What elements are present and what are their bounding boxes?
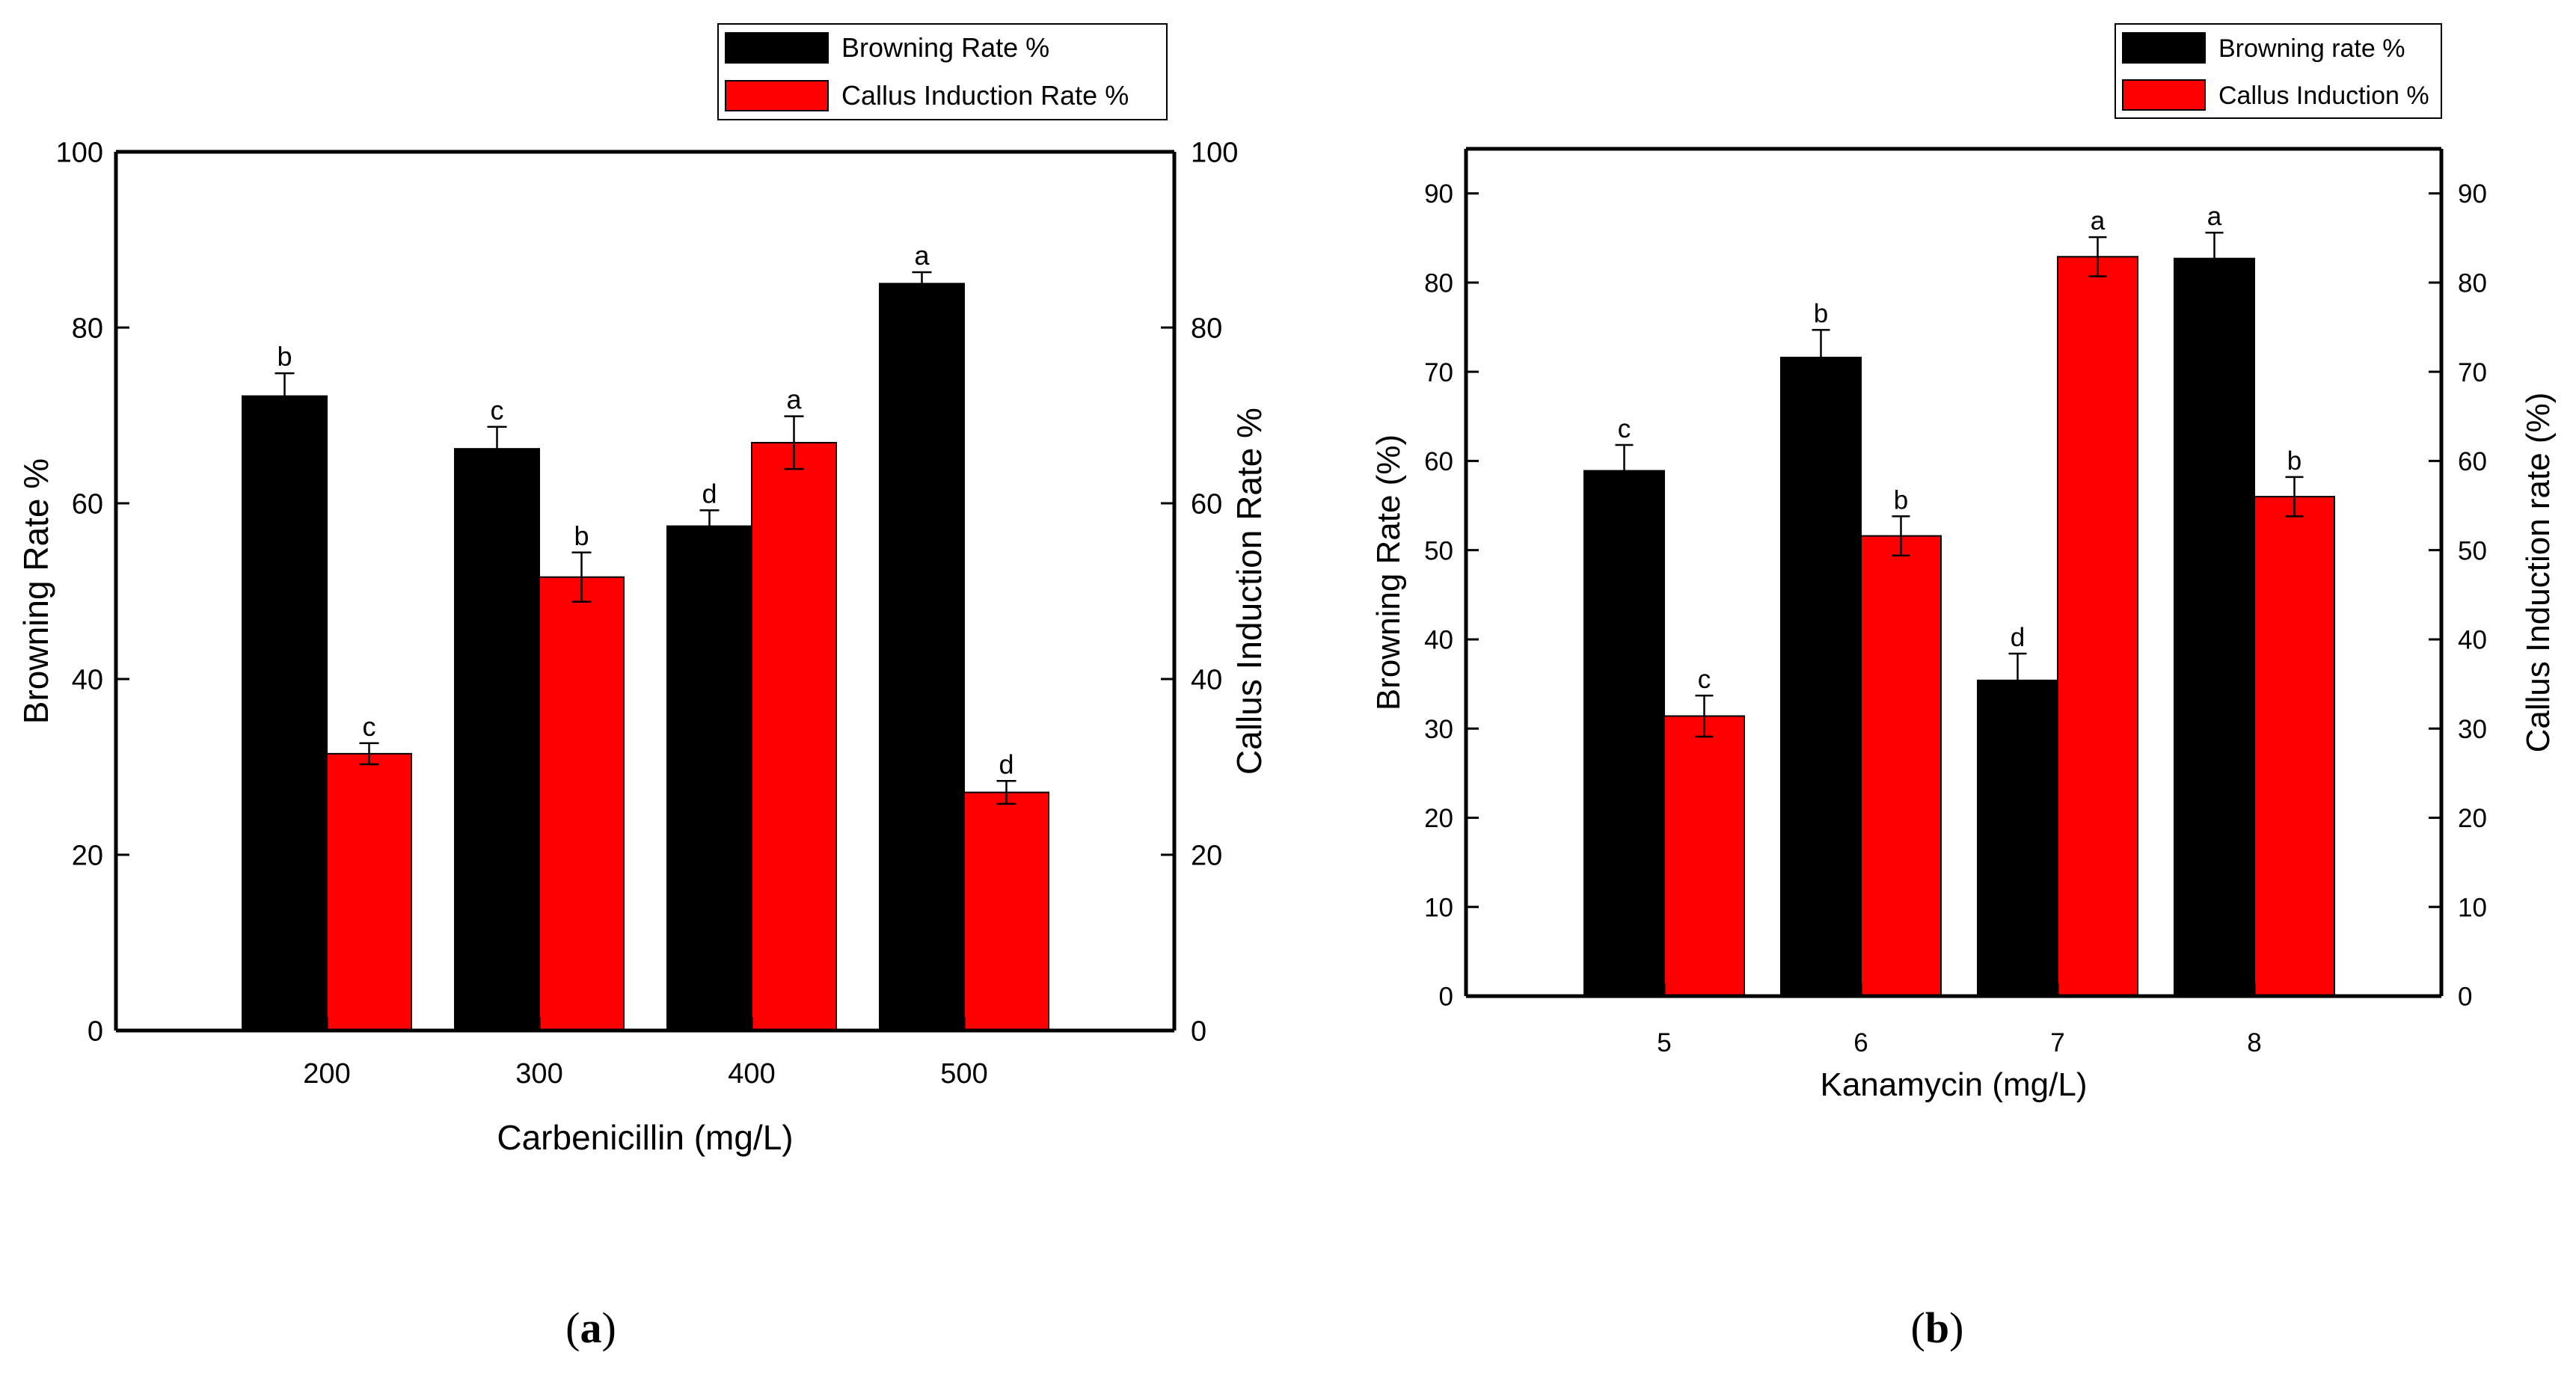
x-tick-label: 8: [2247, 1028, 2261, 1057]
bar-browning-6: [1780, 357, 1862, 997]
significance-letter: b: [1894, 485, 1908, 515]
significance-letter: a: [786, 384, 802, 415]
y2-tick-label: 20: [2458, 804, 2487, 833]
bar-browning-500: [879, 283, 965, 1031]
legend: Browning Rate % Callus Induction Rate %: [717, 23, 1168, 120]
y-tick-label: 90: [1424, 179, 1453, 209]
bar-browning-300: [454, 448, 540, 1031]
y-tick-label: 80: [1424, 268, 1453, 298]
legend-label: Callus Induction Rate %: [841, 80, 1129, 111]
bar-browning-200: [242, 395, 328, 1031]
y-axis-label: Browning Rate %: [16, 458, 55, 724]
bar-callus-5: [1663, 715, 1745, 997]
x-tick-label: 500: [940, 1058, 987, 1090]
x-axis-label: Carbenicillin (mg/L): [497, 1118, 793, 1157]
panel-label-part: ): [1949, 1303, 1963, 1352]
y2-tick-label: 40: [2458, 626, 2487, 655]
panel-label-part: (: [1911, 1303, 1925, 1352]
y2-tick-label: 60: [1191, 489, 1222, 520]
chart-panel-a: b c d a c b a d 0 20 40 60 80 100 0 20 40 60 80 100 200 300 40…: [16, 23, 1269, 1352]
legend: Browning rate % Callus Induction %: [2115, 23, 2442, 119]
x-axis-label: Kanamycin (mg/L): [1820, 1066, 2087, 1103]
chart-panel-b: c b d a c b a b 0 10 20 30 40 50 60 70 80 90 0 10 20 30 40 50 60…: [1370, 23, 2557, 1352]
x-tick-label: 6: [1853, 1028, 1868, 1057]
significance-letter: b: [1814, 299, 1828, 328]
y2-tick-label: 100: [1191, 138, 1238, 169]
y-tick-label: 0: [1439, 983, 1453, 1012]
significance-letter: c: [1618, 414, 1631, 443]
y-axis-label: Browning Rate (%): [1370, 434, 1407, 710]
y-tick-label: 0: [88, 1016, 103, 1048]
significance-letter: b: [277, 341, 292, 372]
significance-letter: d: [702, 478, 717, 509]
panel-label-part: a: [580, 1303, 602, 1352]
significance-letter: c: [363, 711, 376, 742]
bar-browning-400: [666, 525, 752, 1031]
y2-tick-label: 80: [2458, 268, 2487, 298]
panel-label-part: b: [1925, 1303, 1949, 1352]
y-tick-label: 60: [1424, 447, 1453, 476]
significance-letter: b: [2287, 446, 2301, 476]
significance-letter: d: [999, 749, 1013, 779]
bar-callus-8: [2254, 496, 2335, 997]
x-tick-label: 7: [2050, 1028, 2064, 1057]
significance-letter: a: [2091, 206, 2106, 236]
significance-letter: a: [914, 240, 930, 271]
y2-tick-label: 90: [2458, 179, 2487, 209]
y2-axis-label: Callus Induction Rate %: [1230, 408, 1269, 775]
y-tick-label: 60: [72, 489, 103, 520]
panel-label-part: ): [602, 1303, 616, 1352]
y2-tick-label: 80: [1191, 313, 1222, 345]
bar-callus-6: [1860, 535, 1942, 997]
y-tick-label: 20: [1424, 804, 1453, 833]
legend-swatch: [725, 80, 829, 111]
y2-tick-label: 30: [2458, 715, 2487, 744]
legend-label: Browning rate %: [2218, 34, 2405, 63]
bar-browning-8: [2174, 257, 2255, 998]
y2-tick-label: 70: [2458, 358, 2487, 387]
bar-callus-7: [2057, 256, 2138, 997]
significance-letter: a: [2207, 202, 2222, 231]
y2-tick-label: 60: [2458, 447, 2487, 476]
panel-label: (b): [1911, 1303, 1964, 1352]
bar-callus-200: [326, 752, 412, 1031]
x-tick-label: 200: [303, 1058, 350, 1090]
bar-browning-5: [1583, 470, 1665, 997]
bar-browning-7: [1977, 679, 2058, 997]
legend-swatch: [2122, 79, 2206, 111]
significance-letter: d: [2011, 623, 2025, 652]
y-tick-label: 30: [1424, 715, 1453, 744]
significance-letter: c: [1698, 665, 1711, 694]
legend-swatch: [2122, 32, 2206, 64]
bar-callus-300: [539, 576, 625, 1031]
legend-label: Browning Rate %: [841, 32, 1049, 63]
legend-swatch: [725, 32, 829, 64]
x-tick-label: 5: [1657, 1028, 1671, 1057]
y2-tick-label: 0: [2458, 983, 2472, 1012]
y-tick-label: 40: [1424, 626, 1453, 655]
y-tick-label: 10: [1424, 893, 1453, 922]
y2-tick-label: 10: [2458, 893, 2487, 922]
y-tick-label: 80: [72, 313, 103, 345]
y2-tick-label: 0: [1191, 1016, 1206, 1048]
panel-label: (a): [565, 1303, 616, 1352]
x-tick-label: 300: [515, 1058, 562, 1090]
x-tick-label: 400: [728, 1058, 775, 1090]
panel-label-part: (: [565, 1303, 580, 1352]
y2-tick-label: 20: [1191, 841, 1222, 872]
significance-letter: b: [574, 520, 589, 551]
y-tick-label: 20: [72, 841, 103, 872]
y-tick-label: 50: [1424, 536, 1453, 565]
legend-label: Callus Induction %: [2218, 82, 2429, 110]
y2-axis-label: Callus Induction rate (%): [2520, 393, 2557, 753]
bar-callus-500: [963, 791, 1049, 1031]
y-tick-label: 70: [1424, 358, 1453, 387]
y2-tick-label: 40: [1191, 665, 1222, 696]
significance-letter: c: [491, 395, 504, 426]
y-tick-label: 40: [72, 665, 103, 696]
bar-callus-400: [751, 441, 837, 1031]
y2-tick-label: 50: [2458, 536, 2487, 565]
y-tick-label: 100: [56, 138, 103, 169]
